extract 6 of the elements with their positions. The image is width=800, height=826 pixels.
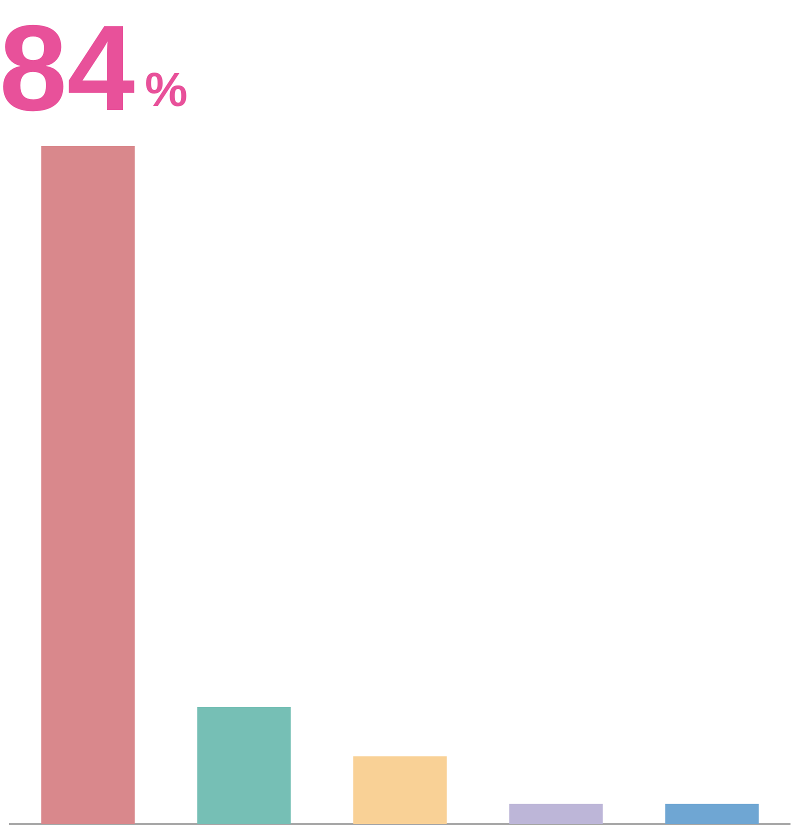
- bar: [509, 804, 603, 824]
- bar: [197, 706, 291, 824]
- bar: [665, 804, 759, 824]
- data-label: 84%: [0, 0, 188, 136]
- bar: [41, 146, 135, 824]
- bar: [353, 756, 447, 824]
